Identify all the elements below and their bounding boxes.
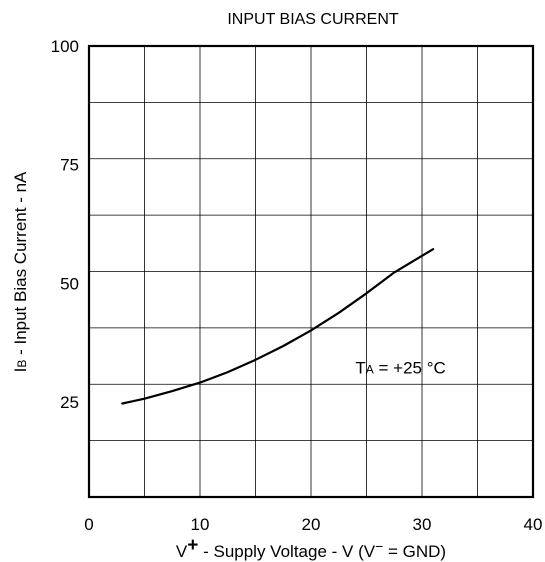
plot-frame	[87, 44, 535, 499]
x-label-suffix: = GND)	[383, 542, 446, 561]
y-axis-label: IB - Input Bias Current - nA	[11, 171, 30, 372]
y-label-main: I	[11, 368, 30, 373]
y-tick-labels: 25 50 75 100	[51, 37, 79, 412]
annotation-main: T	[355, 359, 365, 378]
annotation-rest: = +25 °C	[374, 359, 446, 378]
x-tick-label: 10	[191, 515, 210, 534]
x-tick-labels: 0 10 20 30 40	[84, 515, 542, 534]
y-tick-label: 50	[60, 274, 79, 293]
x-label-sup: +	[187, 535, 198, 556]
y-tick-label: 75	[60, 156, 79, 175]
chart-title: INPUT BIAS CURRENT	[227, 11, 399, 28]
y-tick-label: 25	[60, 393, 79, 412]
y-label-sub: B	[15, 360, 29, 368]
x-tick-label: 20	[302, 515, 321, 534]
annotation-sub: A	[366, 363, 374, 377]
y-label-rest: - Input Bias Current - nA	[11, 171, 30, 360]
x-tick-label: 40	[524, 515, 543, 534]
x-tick-label: 30	[413, 515, 432, 534]
x-label-prefix: V	[176, 542, 188, 561]
series-line	[121, 248, 435, 405]
x-axis-label: V+ - Supply Voltage - V (V− = GND)	[176, 535, 446, 561]
grid	[89, 46, 533, 497]
x-label-middle: - Supply Voltage - V (V	[198, 542, 375, 561]
x-label-sup2: −	[375, 538, 383, 554]
y-tick-label: 100	[51, 37, 79, 56]
x-tick-label: 0	[84, 515, 93, 534]
annotation-ta: TA = +25 °C	[355, 359, 445, 378]
